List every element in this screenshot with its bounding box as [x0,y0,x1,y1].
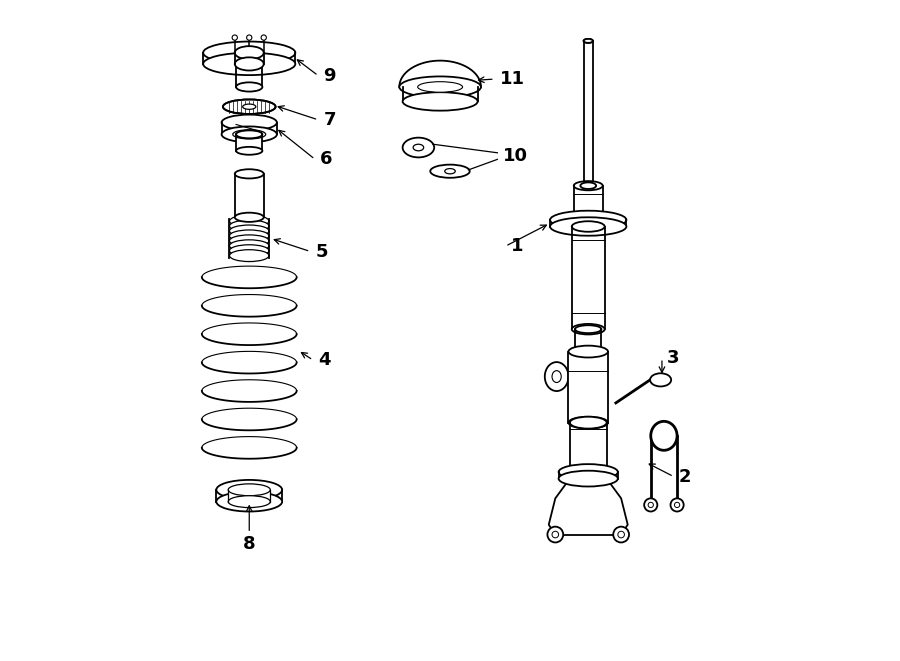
Bar [216,490,283,502]
Ellipse shape [230,230,269,242]
Ellipse shape [400,77,481,97]
Ellipse shape [550,211,626,229]
Ellipse shape [648,502,653,508]
Text: 8: 8 [243,535,256,553]
Ellipse shape [651,421,677,450]
Ellipse shape [670,498,684,512]
Ellipse shape [573,181,603,190]
Text: 7: 7 [324,111,336,129]
Bar [221,122,277,134]
Ellipse shape [229,484,270,496]
Ellipse shape [230,250,269,262]
Ellipse shape [552,371,562,383]
Ellipse shape [261,35,266,40]
Text: 10: 10 [503,147,527,165]
Ellipse shape [236,59,263,69]
Ellipse shape [550,217,626,236]
Text: 9: 9 [324,67,336,85]
Ellipse shape [613,527,629,543]
Ellipse shape [570,466,607,478]
Ellipse shape [247,35,252,40]
Ellipse shape [570,416,607,428]
Bar [573,186,603,220]
Ellipse shape [569,416,608,428]
Ellipse shape [230,235,269,247]
Ellipse shape [230,215,269,227]
Ellipse shape [544,362,569,391]
Bar [236,64,263,87]
Text: 11: 11 [500,70,525,88]
Ellipse shape [402,93,478,110]
Ellipse shape [235,58,264,71]
Ellipse shape [573,215,603,225]
Bar [569,352,608,422]
Ellipse shape [236,130,263,138]
Ellipse shape [650,373,671,387]
Ellipse shape [569,346,608,358]
Ellipse shape [445,169,455,174]
Ellipse shape [230,245,269,256]
Text: 4: 4 [319,351,331,369]
Ellipse shape [572,324,605,334]
Ellipse shape [236,147,263,155]
Bar [550,220,626,227]
Ellipse shape [216,492,283,512]
Ellipse shape [559,471,617,486]
Ellipse shape [430,165,470,178]
Ellipse shape [583,39,593,43]
Ellipse shape [223,99,275,114]
Bar [570,422,607,472]
Bar [229,490,270,502]
Text: 3: 3 [667,349,680,367]
Ellipse shape [572,221,605,232]
Ellipse shape [243,104,256,109]
Ellipse shape [203,42,295,64]
Text: 2: 2 [680,467,691,486]
Ellipse shape [221,114,277,130]
Bar [203,53,295,64]
Text: 5: 5 [316,243,328,260]
Ellipse shape [216,480,283,500]
Ellipse shape [583,39,593,43]
Ellipse shape [235,213,264,222]
Ellipse shape [402,137,434,157]
Ellipse shape [413,144,424,151]
Ellipse shape [575,325,601,333]
Bar [235,53,264,64]
Ellipse shape [559,464,617,480]
Ellipse shape [232,35,238,40]
Ellipse shape [235,169,264,178]
Ellipse shape [575,348,601,356]
Ellipse shape [552,531,559,538]
Ellipse shape [236,83,263,92]
Bar [559,472,617,479]
Ellipse shape [418,82,463,93]
Bar [236,134,263,151]
Ellipse shape [674,502,680,508]
Text: 1: 1 [510,237,523,255]
Ellipse shape [233,130,266,139]
Ellipse shape [230,240,269,252]
Ellipse shape [230,225,269,237]
Ellipse shape [580,182,596,189]
Ellipse shape [644,498,657,512]
Bar [583,41,593,186]
Ellipse shape [583,184,593,188]
Ellipse shape [230,220,269,232]
Text: 6: 6 [320,150,333,169]
Ellipse shape [229,496,270,508]
Ellipse shape [235,46,264,59]
Ellipse shape [547,527,563,543]
Bar [402,87,478,101]
Ellipse shape [221,126,277,142]
Bar [575,329,601,352]
Bar [572,227,605,329]
Ellipse shape [617,531,625,538]
Bar [235,174,264,217]
Ellipse shape [203,53,295,75]
